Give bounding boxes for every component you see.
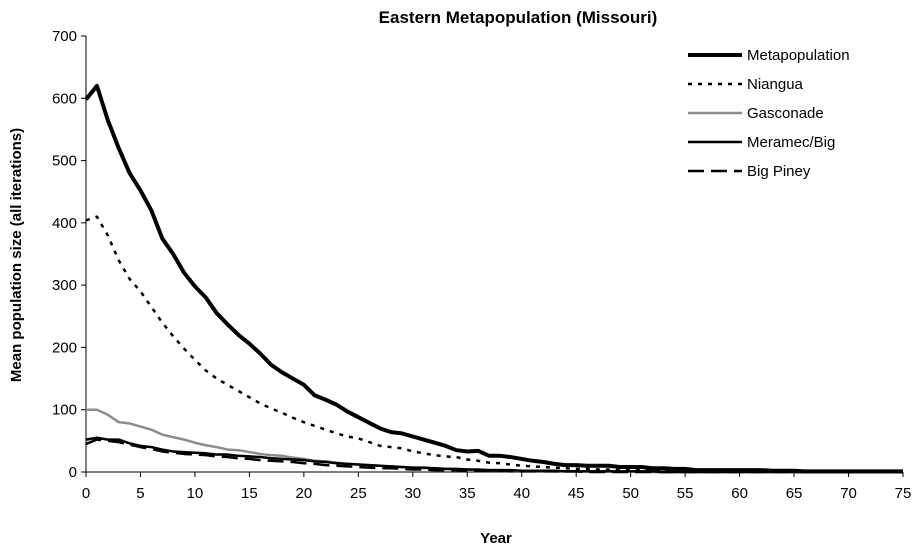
series-line-niangua: [85, 215, 903, 474]
x-axis-label: Year: [480, 530, 512, 547]
x-tick-label: 0: [82, 485, 90, 502]
y-tick-label: 0: [69, 464, 77, 481]
y-tick-label: 400: [52, 215, 77, 232]
x-tick-label: 65: [786, 485, 803, 502]
legend-label: Gasconade: [747, 105, 824, 122]
y-axis: 0 100 200 300 400 500 600 700: [52, 28, 87, 481]
x-tick-label: 25: [350, 485, 367, 502]
y-tick-label: 300: [52, 277, 77, 294]
x-tick-label: 5: [136, 485, 144, 502]
x-axis: 0 5 10 15 20 25 30 35 40 45 50 55 60 65 70 75: [82, 471, 912, 502]
x-tick-label: 10: [187, 485, 204, 502]
y-axis-label: Mean population size (all iterations): [8, 128, 25, 382]
legend-item: Gasconade: [688, 105, 824, 122]
legend-item: Niangua: [688, 76, 804, 93]
x-tick-label: 40: [513, 485, 530, 502]
legend: Metapopulation Niangua Gasconade Meramec/Bi…: [688, 47, 850, 180]
series-line-big-piney: [85, 438, 903, 474]
x-tick-label: 75: [895, 485, 912, 502]
series-line-gasconade: [86, 408, 903, 474]
legend-item: Meramec/Big: [688, 134, 835, 151]
legend-item: Big Piney: [688, 163, 811, 180]
x-tick-label: 45: [568, 485, 585, 502]
legend-label: Metapopulation: [747, 47, 850, 64]
x-tick-label: 55: [677, 485, 694, 502]
legend-label: Big Piney: [747, 163, 811, 180]
x-tick-label: 20: [296, 485, 313, 502]
legend-label: Niangua: [747, 76, 804, 93]
x-tick-label: 60: [731, 485, 748, 502]
y-tick-label: 600: [52, 90, 77, 107]
y-tick-label: 700: [52, 28, 77, 45]
legend-item: Metapopulation: [688, 47, 850, 64]
series-line-metapopulation: [84, 83, 903, 474]
y-tick-label: 200: [52, 339, 77, 356]
x-tick-label: 35: [459, 485, 476, 502]
x-tick-label: 50: [622, 485, 639, 502]
chart-title: Eastern Metapopulation (Missouri): [379, 8, 658, 27]
x-tick-label: 30: [404, 485, 421, 502]
x-tick-label: 15: [241, 485, 258, 502]
y-tick-label: 100: [52, 402, 77, 419]
y-tick-label: 500: [52, 153, 77, 170]
legend-label: Meramec/Big: [747, 134, 835, 151]
series-layer: [84, 83, 903, 474]
x-tick-label: 70: [840, 485, 857, 502]
